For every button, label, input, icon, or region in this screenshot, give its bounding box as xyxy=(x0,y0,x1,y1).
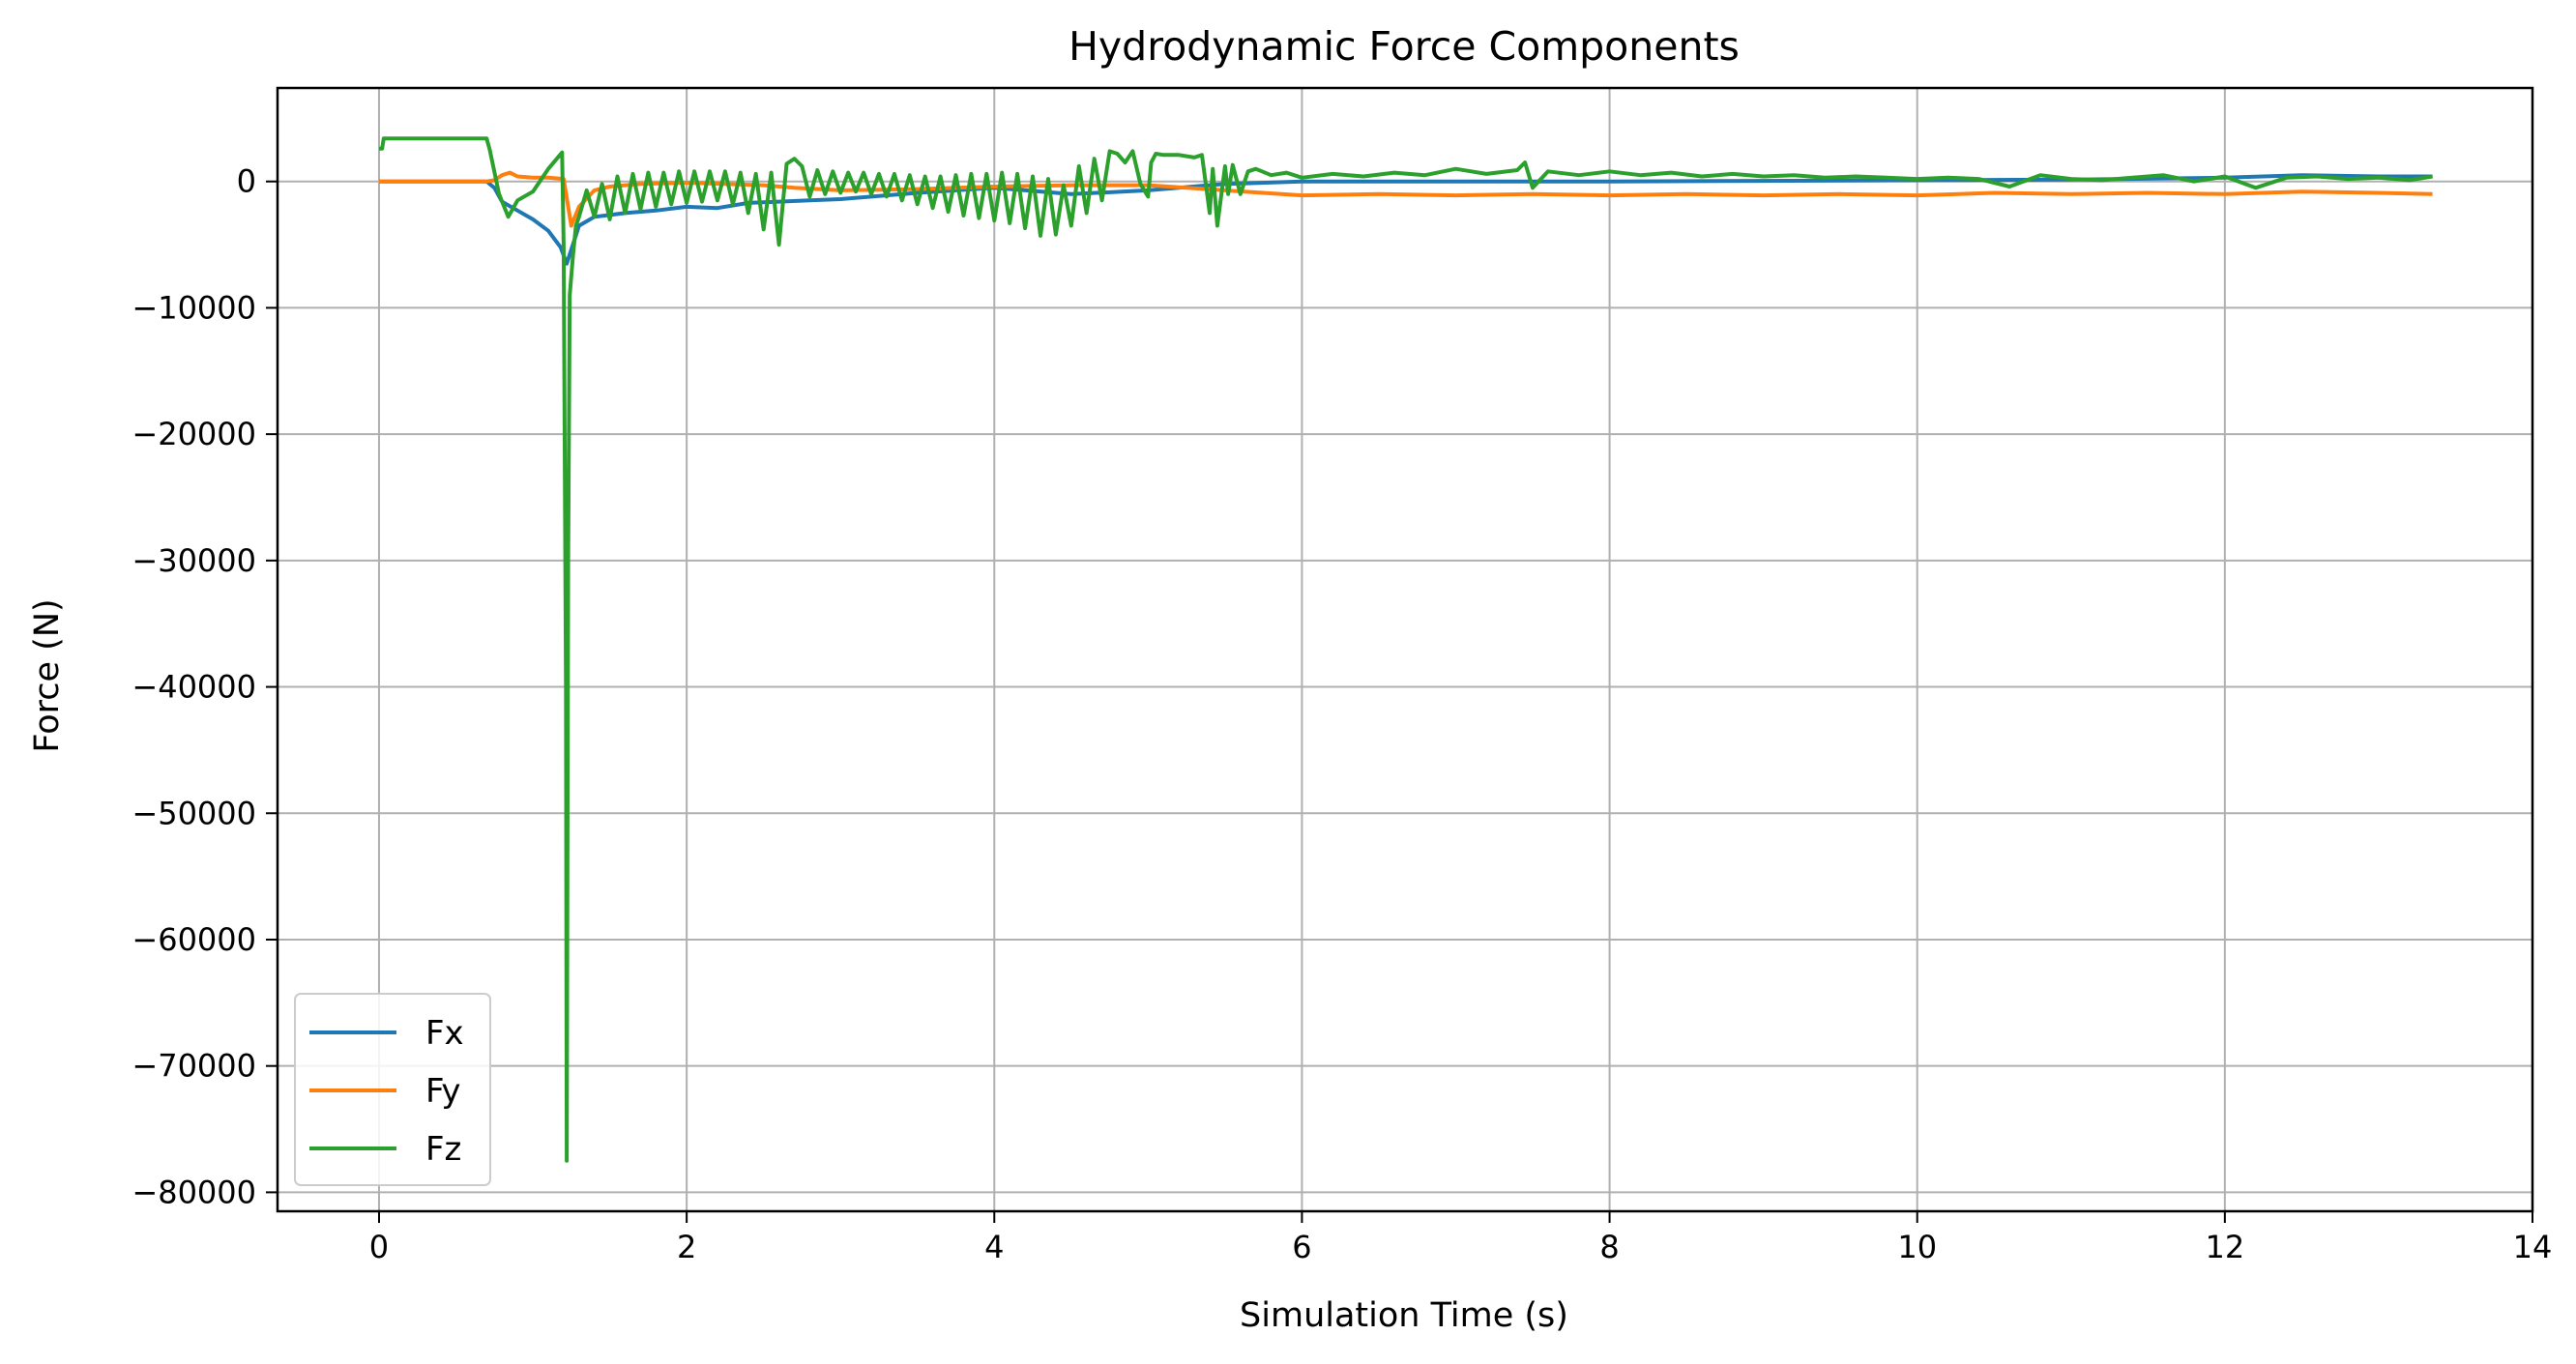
y-tick-label: −70000 xyxy=(132,1048,256,1085)
y-tick-label: −50000 xyxy=(132,795,256,831)
legend-label-fx: Fx xyxy=(425,1014,464,1053)
series-line-fy xyxy=(379,170,2433,228)
x-axis-label: Simulation Time (s) xyxy=(1240,1296,1568,1335)
x-tick-label: 4 xyxy=(984,1229,1004,1265)
series-line-fz xyxy=(379,136,2433,1163)
y-tick-label: 0 xyxy=(237,163,256,200)
x-tick-label: 6 xyxy=(1292,1229,1311,1265)
x-axis: 0 2 4 6 8 10 12 14 xyxy=(369,1211,2553,1265)
legend-label-fz: Fz xyxy=(425,1130,461,1169)
y-axis: 0 −10000 −20000 −30000 −40000 −50000 −60000 −70… xyxy=(132,163,278,1210)
x-tick-label: 2 xyxy=(677,1229,696,1265)
legend-items: Fx Fy Fz xyxy=(309,1014,464,1169)
y-tick-label: −30000 xyxy=(132,542,256,579)
chart-title: Hydrodynamic Force Components xyxy=(1068,23,1740,70)
y-axis-label: Force (N) xyxy=(28,598,67,752)
x-tick-label: 12 xyxy=(2205,1229,2244,1265)
y-tick-label: −40000 xyxy=(132,669,256,706)
y-tick-label: −80000 xyxy=(132,1174,256,1210)
x-tick-label: 10 xyxy=(1897,1229,1937,1265)
x-tick-label: 0 xyxy=(369,1229,389,1265)
y-tick-label: −20000 xyxy=(132,416,256,452)
series-line-fx xyxy=(379,173,2433,266)
x-tick-label: 14 xyxy=(2513,1229,2553,1265)
y-tick-label: −60000 xyxy=(132,921,256,958)
x-tick-label: 8 xyxy=(1599,1229,1619,1265)
plot-frame xyxy=(276,86,2534,1213)
legend: Fx Fy Fz xyxy=(294,993,491,1186)
series-lines xyxy=(379,136,2433,1163)
y-tick-label: −10000 xyxy=(132,289,256,326)
legend-label-fy: Fy xyxy=(425,1072,461,1111)
